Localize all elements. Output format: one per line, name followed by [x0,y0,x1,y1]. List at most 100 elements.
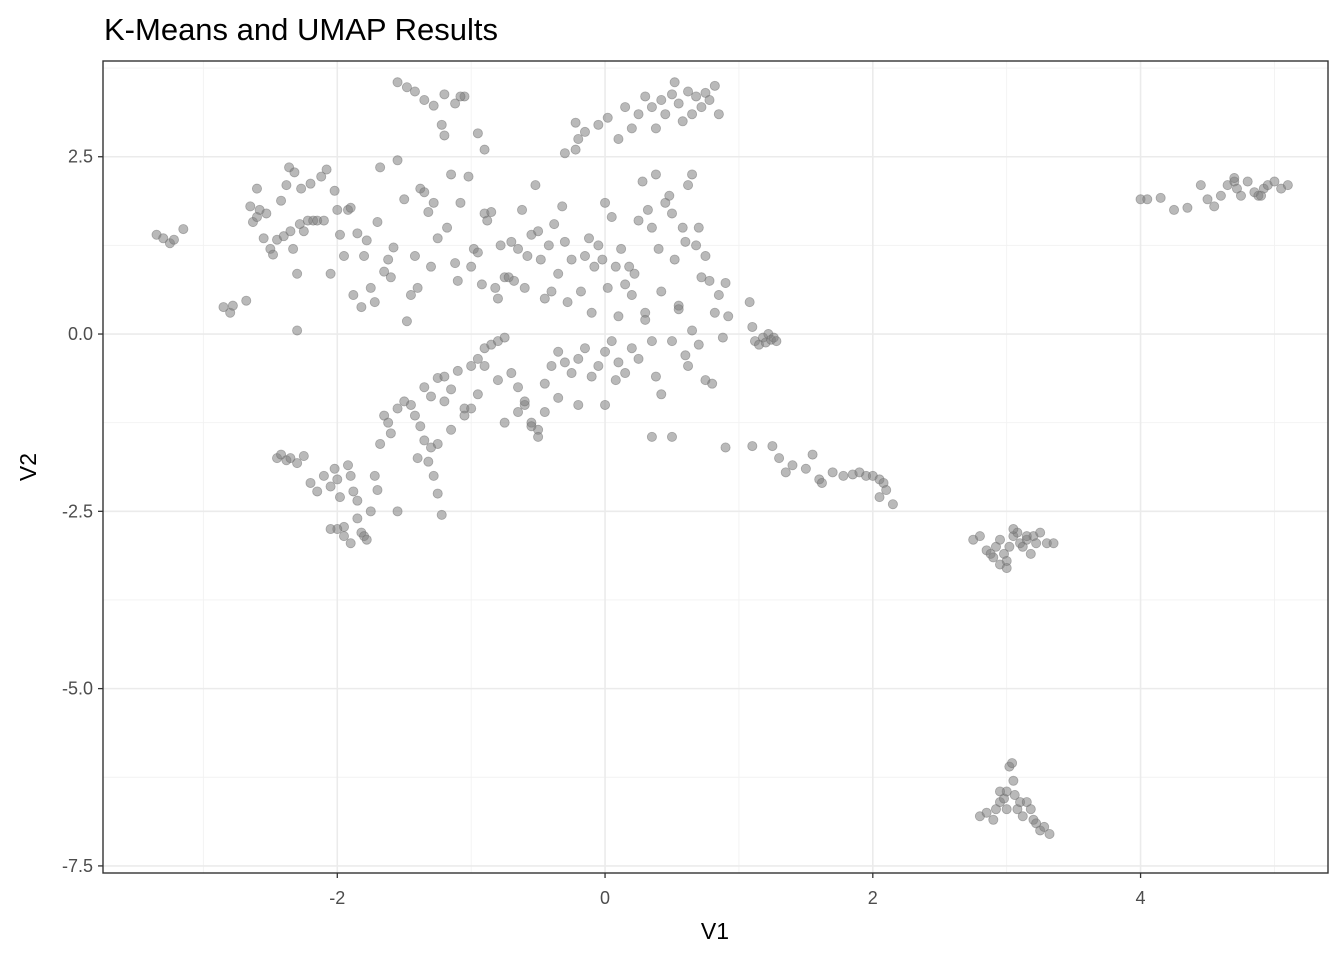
data-point [887,499,898,510]
data-point [546,360,557,371]
data-point [543,240,554,251]
data-point [683,86,694,97]
data-point [600,346,611,357]
data-point [650,169,661,180]
data-point [1044,828,1055,839]
data-point [1195,180,1206,191]
data-point [486,207,497,218]
data-point [334,229,345,240]
data-point [680,236,691,247]
data-point [365,282,376,293]
data-point [522,251,533,262]
data-point [1202,194,1213,205]
data-point [296,183,307,194]
data-point [633,353,644,364]
data-point [446,424,457,435]
data-point [723,311,734,322]
data-point [1235,190,1246,201]
data-point [637,176,648,187]
data-point [385,272,396,283]
data-point [455,197,466,208]
data-point [771,336,782,347]
data-point [1007,758,1018,769]
panel-border [102,60,1329,874]
data-point [409,251,420,262]
data-point [241,295,252,306]
data-point [332,204,343,215]
data-point [624,261,635,272]
data-point [419,95,430,106]
y-tick-label: 0.0 [68,324,93,344]
data-point [646,222,657,233]
data-point [1001,804,1012,815]
data-point [1048,538,1059,549]
data-point [472,353,483,364]
data-point [490,282,501,293]
y-axis: -7.5 -5.0 -2.5 0.0 2.5 [62,147,103,876]
data-point [365,506,376,517]
data-point [312,486,323,497]
data-point [677,222,688,233]
data-point [573,134,584,145]
data-point [466,403,477,414]
data-point [1004,541,1015,552]
data-point [1008,524,1019,535]
data-point [626,343,637,354]
data-point [669,254,680,265]
data-point [352,228,363,239]
data-point [709,307,720,318]
data-point [446,169,457,180]
data-point [570,144,581,155]
data-point [479,360,490,371]
data-point [1209,201,1220,212]
data-point [677,116,688,127]
data-point [401,82,412,93]
data-point [285,226,296,237]
data-point [610,375,621,386]
data-point [680,350,691,361]
data-point [713,109,724,120]
data-point [1215,190,1226,201]
data-point [717,332,728,343]
data-point [533,431,544,442]
data-point [432,488,443,499]
data-point [455,91,466,102]
data-point [316,171,327,182]
data-point [530,180,541,191]
data-point [704,275,715,286]
data-point [747,321,758,332]
data-point [428,100,439,111]
y-tick-label: 2.5 [68,147,93,167]
data-point [385,428,396,439]
major-gridlines [103,61,1328,873]
chart-title: K-Means and UMAP Results [104,12,498,47]
data-point [656,95,667,106]
data-point [383,417,394,428]
data-point [1025,804,1036,815]
data-point [426,391,437,402]
data-point [1282,180,1293,191]
data-point [285,453,296,464]
data-point [533,226,544,237]
data-point [278,231,289,242]
data-point [472,389,483,400]
data-point [452,275,463,286]
data-point [553,346,564,357]
data-point [994,786,1005,797]
data-point [352,495,363,506]
data-point [602,282,613,293]
data-point [593,119,604,130]
data-point [392,506,403,517]
x-tick-label: 0 [600,888,610,908]
data-point [318,215,329,226]
data-point [325,524,336,535]
data-point [519,396,530,407]
data-point [442,222,453,233]
data-point [375,162,386,173]
data-point [388,242,399,253]
y-tick-label: -7.5 [62,856,93,876]
data-point [1017,811,1028,822]
data-point [436,509,447,520]
data-point [332,474,343,485]
